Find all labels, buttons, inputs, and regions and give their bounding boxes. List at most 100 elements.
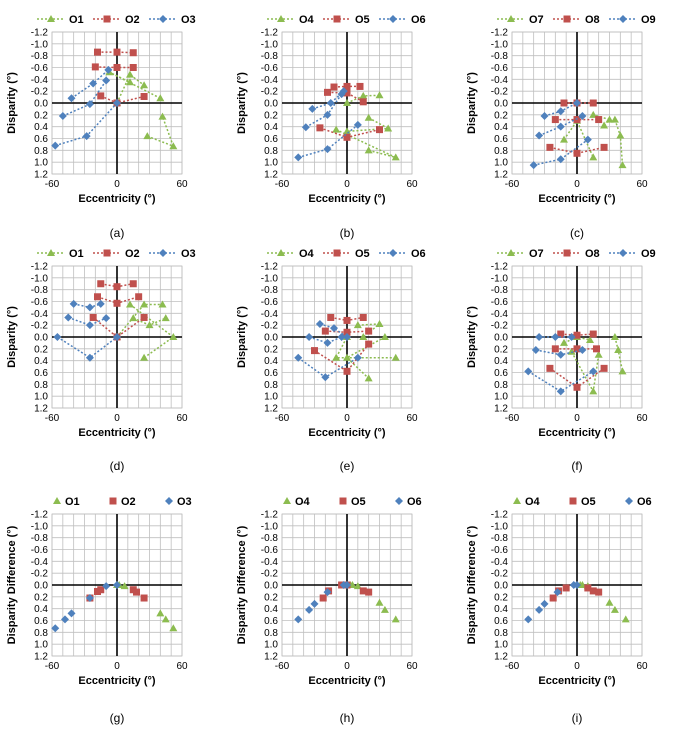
legend-marker [165, 497, 173, 505]
data-point-O4 [375, 91, 384, 99]
y-tick-label: -1.0 [261, 273, 279, 284]
data-point-O1 [129, 314, 138, 322]
data-point-O6 [308, 104, 317, 113]
data-point-O6 [323, 338, 332, 347]
y-tick-label: -0.6 [261, 545, 279, 556]
y-tick-label: -1.2 [261, 510, 279, 521]
y-tick-label: -0.8 [261, 533, 279, 544]
data-point-O3 [51, 141, 60, 150]
x-tick-label: 60 [636, 179, 648, 190]
data-point-O8 [573, 331, 581, 339]
y-tick-label: 0.0 [494, 581, 508, 592]
data-point-O3 [104, 65, 113, 74]
y-tick-label: 0.4 [494, 604, 508, 615]
y-tick-label: -0.6 [261, 63, 279, 74]
x-tick-label: -60 [45, 413, 60, 424]
y-tick-label: 0.8 [494, 146, 508, 157]
data-point-O3 [102, 76, 111, 85]
data-point-O4 [621, 615, 630, 623]
data-point-O5 [343, 82, 351, 90]
y-tick-label: 0.0 [494, 333, 508, 344]
data-point-O4 [391, 153, 400, 161]
y-tick-label: -1.0 [261, 521, 279, 532]
data-point-O8 [595, 116, 603, 124]
x-tick-label: 60 [176, 661, 188, 672]
legend-marker [159, 249, 167, 257]
data-point-O1 [140, 300, 149, 308]
y-tick-label: 1.0 [494, 640, 508, 651]
y-tick-label: -0.8 [491, 285, 509, 296]
data-point-O8 [593, 345, 600, 353]
x-axis-title: Eccentricity (°) [538, 675, 615, 687]
chart-panel-5: -1.2-1.0-0.8-0.6-0.4-0.20.00.20.40.60.81… [236, 248, 426, 473]
x-tick-label: 60 [406, 179, 418, 190]
series-line-O7 [563, 336, 591, 344]
y-tick-label: -0.8 [31, 533, 49, 544]
y-tick-label: 1.2 [264, 170, 278, 181]
data-point-O2 [94, 293, 101, 301]
data-point-O4 [391, 615, 400, 623]
data-point-O9 [556, 387, 565, 396]
data-point-O9 [524, 367, 533, 376]
data-point-O4 [380, 605, 389, 613]
y-tick-label: -1.2 [31, 510, 49, 521]
data-point-O7 [567, 347, 576, 355]
x-tick-label: -60 [275, 179, 290, 190]
data-point-O2 [97, 92, 105, 100]
x-axis-title: Eccentricity (°) [308, 427, 385, 439]
legend-label: O1 [69, 14, 84, 26]
data-point-O4 [359, 91, 368, 99]
data-point-O7 [589, 387, 598, 395]
data-point-O3 [85, 100, 94, 109]
y-tick-label: 0.4 [34, 604, 48, 615]
y-tick-label: -0.2 [261, 321, 279, 332]
y-tick-label: 0.8 [34, 146, 48, 157]
y-tick-label: 0.2 [264, 344, 278, 355]
x-tick-label: 60 [176, 413, 188, 424]
y-tick-label: 0.6 [264, 616, 278, 627]
legend-label: O2 [125, 14, 140, 26]
data-point-O6 [353, 353, 362, 362]
data-point-O5 [324, 88, 331, 96]
data-point-O1 [143, 132, 152, 140]
y-tick-label: -0.4 [491, 309, 509, 320]
chart-panel-1: -1.2-1.0-0.8-0.6-0.4-0.20.00.20.40.60.81… [6, 14, 196, 240]
y-tick-label: -1.2 [261, 262, 279, 273]
y-tick-label: 1.0 [34, 392, 48, 403]
data-point-O2 [89, 313, 97, 321]
data-point-O3 [53, 333, 62, 341]
chart-panel-6: -1.2-1.0-0.8-0.6-0.4-0.20.00.20.40.60.81… [466, 248, 656, 473]
data-point-O6 [524, 615, 533, 624]
data-point-O8 [600, 143, 608, 151]
x-tick-label: 0 [114, 179, 120, 190]
y-tick-label: 0.6 [494, 134, 508, 145]
x-tick-label: 0 [344, 661, 350, 672]
series-line-O4 [346, 117, 391, 133]
y-tick-label: 0.8 [264, 380, 278, 391]
data-point-O4 [375, 598, 384, 606]
x-tick-label: -60 [505, 179, 520, 190]
data-point-O5 [359, 587, 367, 595]
data-point-O4 [375, 319, 384, 327]
legend-marker [109, 497, 117, 505]
data-point-O6 [321, 373, 330, 382]
legend-marker [277, 15, 285, 22]
x-tick-label: 0 [574, 661, 580, 672]
series-line-O5 [314, 343, 370, 373]
y-tick-label: -0.6 [31, 297, 49, 308]
y-tick-label: -0.2 [31, 321, 49, 332]
data-point-O3 [69, 299, 78, 308]
y-tick-label: 0.4 [494, 122, 508, 133]
series-line-O1 [129, 303, 175, 359]
x-tick-label: -60 [275, 661, 290, 672]
data-point-O5 [365, 588, 373, 596]
data-point-O4 [610, 605, 619, 613]
legend-marker [507, 249, 515, 256]
data-point-O7 [605, 115, 614, 123]
legend-marker [333, 15, 341, 23]
x-axis-title: Eccentricity (°) [538, 193, 615, 205]
y-tick-label: -1.0 [491, 39, 509, 50]
y-tick-label: -0.4 [261, 75, 279, 86]
data-point-O8 [560, 99, 568, 107]
data-point-O6 [323, 110, 332, 119]
